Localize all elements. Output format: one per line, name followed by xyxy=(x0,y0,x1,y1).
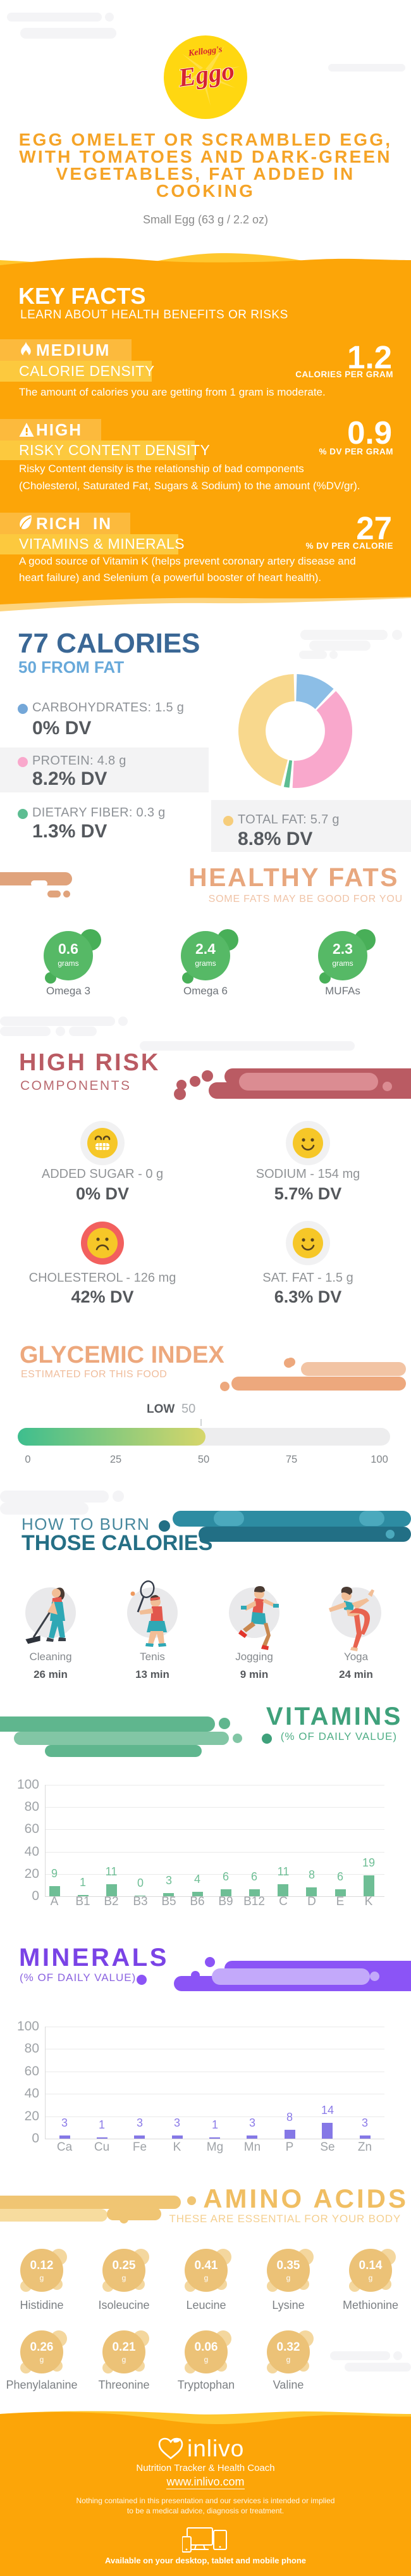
svg-text:g: g xyxy=(40,2273,44,2282)
svg-text:grams: grams xyxy=(58,959,78,968)
svg-text:Kellogg's: Kellogg's xyxy=(187,45,223,59)
svg-text:g: g xyxy=(122,2355,126,2364)
svg-text:0.6: 0.6 xyxy=(58,941,78,957)
svg-text:0.12: 0.12 xyxy=(30,2259,54,2272)
svg-text:2.3: 2.3 xyxy=(333,941,353,957)
svg-text:0.06: 0.06 xyxy=(195,2341,218,2354)
svg-text:g: g xyxy=(286,2355,291,2364)
svg-text:grams: grams xyxy=(195,959,216,968)
svg-text:2.4: 2.4 xyxy=(195,941,216,957)
svg-text:0.32: 0.32 xyxy=(277,2341,300,2354)
svg-text:0.14: 0.14 xyxy=(359,2259,383,2272)
svg-text:g: g xyxy=(369,2273,373,2282)
svg-text:0.21: 0.21 xyxy=(113,2341,136,2354)
svg-text:0.35: 0.35 xyxy=(277,2259,300,2272)
svg-text:0.26: 0.26 xyxy=(30,2341,54,2354)
svg-text:0.41: 0.41 xyxy=(195,2259,218,2272)
svg-text:0.25: 0.25 xyxy=(113,2259,136,2272)
svg-text:g: g xyxy=(286,2273,291,2282)
svg-text:grams: grams xyxy=(332,959,353,968)
svg-text:g: g xyxy=(40,2355,44,2364)
svg-text:g: g xyxy=(122,2273,126,2282)
svg-text:g: g xyxy=(204,2273,209,2282)
svg-text:g: g xyxy=(204,2355,209,2364)
